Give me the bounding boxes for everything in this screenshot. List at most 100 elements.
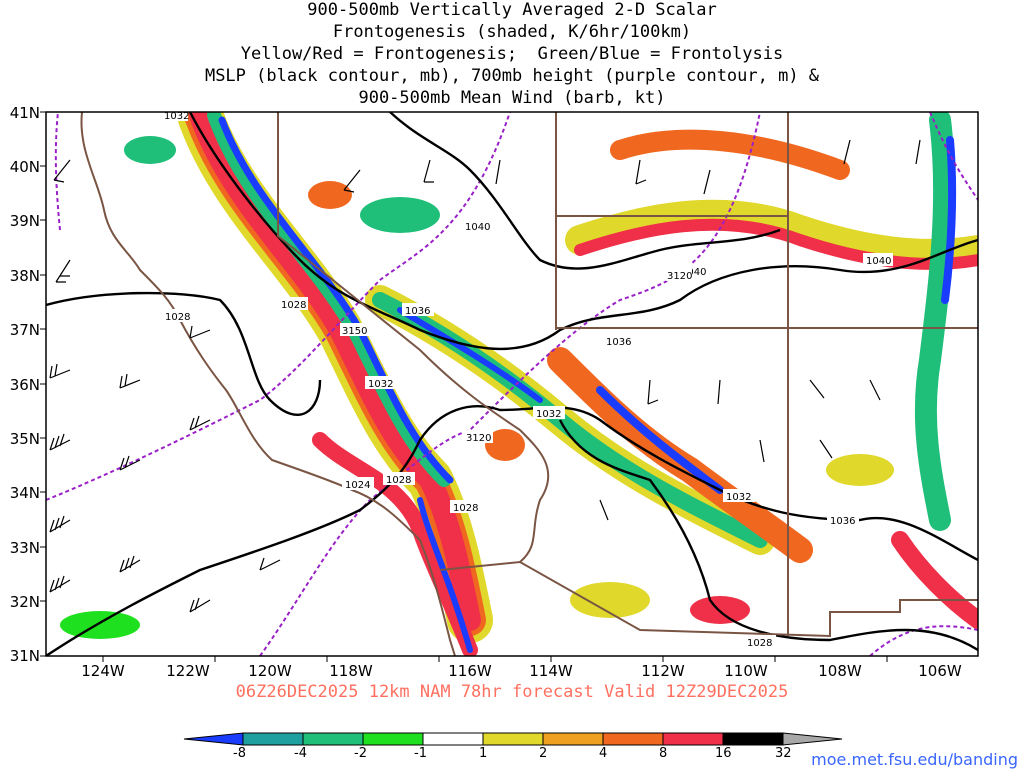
- svg-text:1028: 1028: [165, 312, 190, 323]
- mslp-label: 1040: [462, 219, 492, 233]
- colorbar-segment: [242, 732, 304, 746]
- wind-barb: [189, 415, 211, 431]
- title-line-2: Frontogenesis (shaded, K/6hr/100km): [332, 22, 692, 42]
- height-label: 3120: [463, 430, 493, 444]
- svg-text:1028: 1028: [747, 638, 772, 649]
- height-contour-line: [46, 112, 511, 501]
- wind-barb: [49, 363, 71, 379]
- mslp-label: 1032: [723, 489, 755, 503]
- svg-text:1036: 1036: [606, 337, 631, 348]
- wind-barb: [843, 139, 851, 165]
- colorbar-label: 1: [479, 746, 488, 761]
- wind-barb: [819, 439, 833, 459]
- wind-barb: [189, 325, 211, 339]
- mslp-label: 1032: [365, 376, 395, 390]
- colorbar-segment: [362, 732, 424, 746]
- wind-barb: [759, 439, 765, 463]
- lat-label: 40N: [9, 158, 40, 176]
- wind-barb: [423, 159, 434, 183]
- lat-label: 33N: [9, 539, 40, 557]
- coastline: [80, 112, 456, 656]
- lon-label: 110W: [724, 662, 768, 680]
- colorbar-label: -1: [414, 746, 427, 761]
- svg-text:1032: 1032: [726, 492, 751, 503]
- wind-barb: [49, 515, 71, 533]
- lat-label: 41N: [9, 104, 40, 122]
- mslp-contours: [46, 112, 978, 656]
- wind-barb: [647, 379, 659, 405]
- wind-barb: [49, 575, 71, 593]
- title-line-4: MSLP (black contour, mb), 700mb height (…: [204, 66, 820, 86]
- svg-text:1028: 1028: [386, 475, 411, 486]
- forecast-valid-line: 06Z26DEC2025 12km NAM 78hr forecast Vali…: [235, 682, 789, 702]
- wind-barb: [495, 159, 501, 185]
- colorbar-label: -2: [354, 746, 367, 761]
- height-contour-line: [929, 112, 978, 201]
- colorbar-segment: [722, 732, 784, 746]
- contour-labels: 1032 1040 1040 1040 1028 1028 1036 1036 …: [162, 112, 893, 649]
- lon-label: 106W: [918, 662, 962, 680]
- lat-label: 39N: [9, 212, 40, 230]
- wind-barb: [119, 373, 141, 389]
- frontogenesis-shading: [60, 112, 978, 656]
- wind-barb: [119, 455, 141, 471]
- height-contour-line: [54, 112, 61, 231]
- mslp-contour-line: [389, 112, 781, 270]
- mslp-label: 1036: [603, 334, 635, 348]
- mslp-contour-line: [46, 405, 978, 656]
- height-label: 3150: [340, 323, 370, 337]
- lat-label: 37N: [9, 321, 40, 339]
- colorbar-label: 32: [775, 746, 792, 761]
- lat-label: 36N: [9, 376, 40, 394]
- mslp-label: 1028: [162, 309, 192, 323]
- mslp-label: 1028: [744, 635, 776, 649]
- colorbar-label: 8: [659, 746, 668, 761]
- credit-link[interactable]: moe.met.fsu.edu/banding: [811, 750, 1018, 769]
- colorbar-segment: [662, 732, 724, 746]
- colorbar-high-cap: [782, 732, 843, 746]
- svg-text:3150: 3150: [342, 326, 367, 337]
- lon-label: 116W: [448, 662, 492, 680]
- mslp-label: 1032: [533, 406, 565, 420]
- colorbar-label: 2: [539, 746, 548, 761]
- colorbar-label: 4: [599, 746, 608, 761]
- height-contour-line: [869, 625, 978, 656]
- wind-barb: [55, 259, 71, 283]
- lat-label: 34N: [9, 484, 40, 502]
- svg-text:1040: 1040: [465, 222, 490, 233]
- wind-barb: [635, 159, 647, 185]
- mslp-label: 1028: [450, 500, 482, 514]
- svg-text:1036: 1036: [405, 306, 430, 317]
- lat-label: 38N: [9, 267, 40, 285]
- mslp-label: 1032: [162, 112, 189, 122]
- axis-ticks: [40, 111, 888, 662]
- wind-barb: [343, 169, 361, 193]
- svg-text:1036: 1036: [830, 516, 855, 527]
- mslp-contour-line: [46, 291, 322, 417]
- wind-barb: [119, 555, 141, 573]
- colorbar-segment: [302, 732, 364, 746]
- wind-barb: [809, 379, 825, 399]
- lat-label: 31N: [9, 647, 40, 665]
- state-borders: [80, 112, 978, 656]
- lon-label: 112W: [641, 662, 685, 680]
- colorbar: [183, 732, 843, 746]
- mslp-label: 1036: [402, 303, 434, 317]
- lon-label: 120W: [248, 662, 292, 680]
- wind-barb: [53, 159, 71, 183]
- state-line-az-mexico: [439, 560, 978, 638]
- wind-barb: [869, 379, 881, 401]
- wind-barb: [49, 433, 71, 451]
- height-label: 3120: [666, 268, 692, 282]
- state-line-co-river: [519, 429, 550, 563]
- wind-barb: [703, 169, 711, 195]
- colorbar-label: -4: [294, 746, 307, 761]
- mslp-label: 1028: [383, 472, 415, 486]
- mslp-label: 1028: [278, 297, 308, 311]
- colorbar-segment: [602, 732, 664, 746]
- colorbar-segment: [422, 732, 484, 746]
- wind-barb: [915, 139, 921, 165]
- wind-barb: [717, 379, 721, 405]
- state-line-ca-nv: [277, 112, 521, 431]
